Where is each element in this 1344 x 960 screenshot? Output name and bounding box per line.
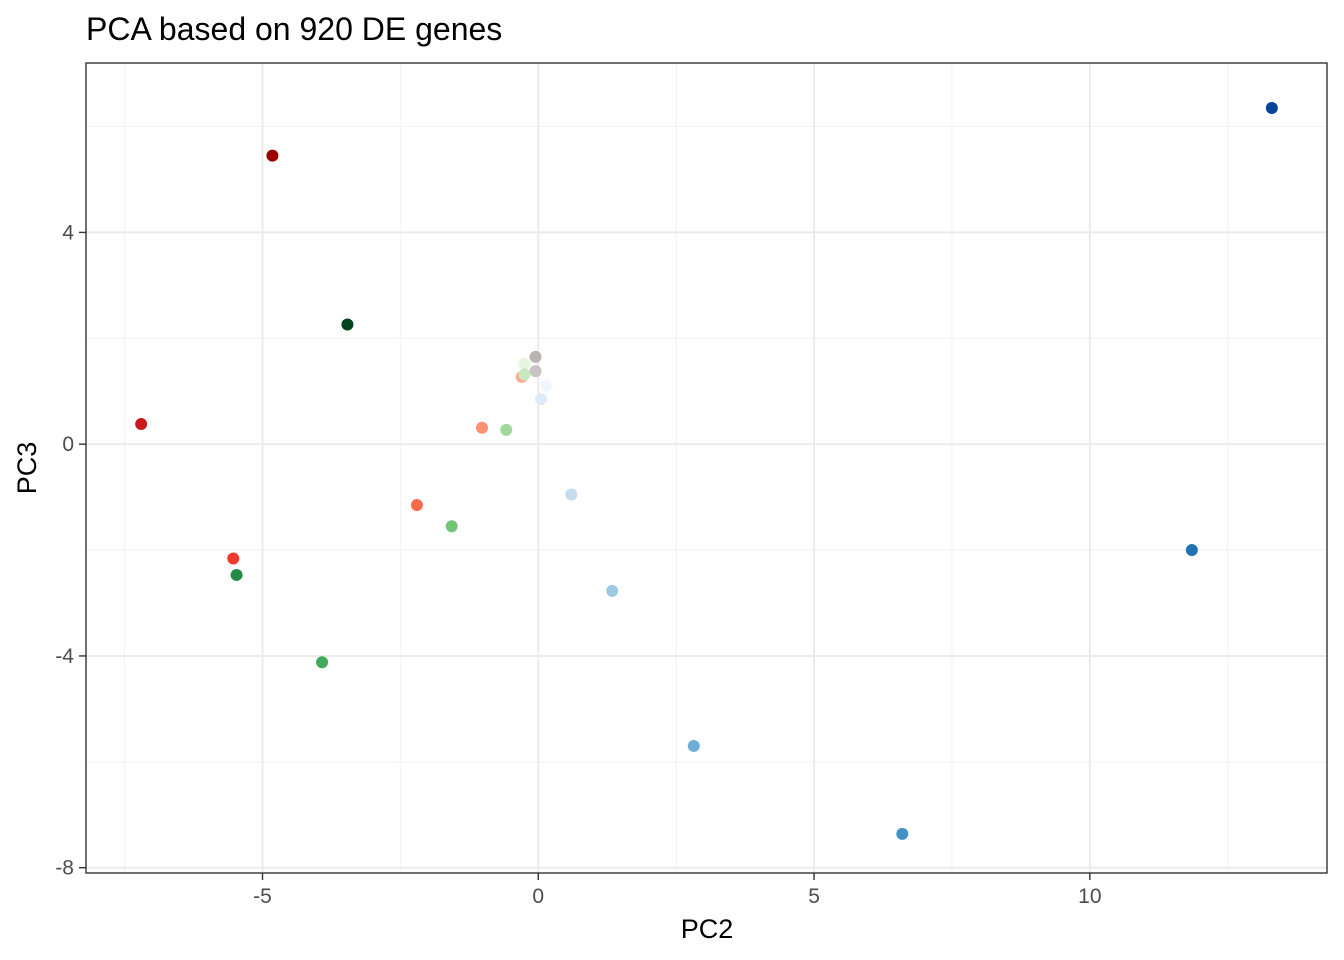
- x-tick-label: 10: [1078, 885, 1101, 908]
- data-point: [518, 357, 531, 370]
- data-point: [606, 584, 619, 597]
- x-tick-label: -5: [253, 885, 272, 908]
- grid-lines: [86, 63, 1327, 873]
- x-axis-ticks: -5 0 5 10: [253, 873, 1102, 908]
- data-point: [230, 568, 243, 581]
- data-point: [540, 379, 553, 392]
- data-point: [518, 368, 531, 381]
- y-axis-ticks: -8 -4 0 4: [55, 221, 86, 880]
- data-point: [1265, 102, 1278, 114]
- data-point: [687, 739, 700, 752]
- data-point: [316, 656, 329, 669]
- y-axis-title: PC3: [12, 442, 42, 495]
- x-tick-label: 0: [532, 885, 544, 908]
- data-point: [1185, 544, 1198, 557]
- data-point: [500, 423, 513, 436]
- data-point: [341, 318, 354, 331]
- y-tick-label: 4: [62, 221, 74, 244]
- data-point: [266, 149, 279, 162]
- y-tick-label: -8: [55, 857, 74, 880]
- data-point: [896, 827, 909, 840]
- data-point: [529, 365, 542, 378]
- data-point: [135, 418, 148, 431]
- x-axis-title: PC2: [681, 914, 734, 944]
- data-point: [410, 499, 423, 512]
- data-points: [135, 102, 1278, 840]
- y-tick-label: -4: [55, 645, 74, 668]
- data-point: [476, 421, 489, 434]
- x-tick-label: 5: [808, 885, 820, 908]
- data-point: [565, 488, 578, 501]
- data-point: [529, 350, 542, 363]
- data-point: [535, 393, 548, 406]
- plot-panel-border: [85, 62, 1328, 874]
- data-point: [445, 520, 458, 533]
- data-point: [227, 552, 240, 565]
- y-tick-label: 0: [62, 433, 74, 456]
- chart-title: PCA based on 920 DE genes: [86, 11, 502, 47]
